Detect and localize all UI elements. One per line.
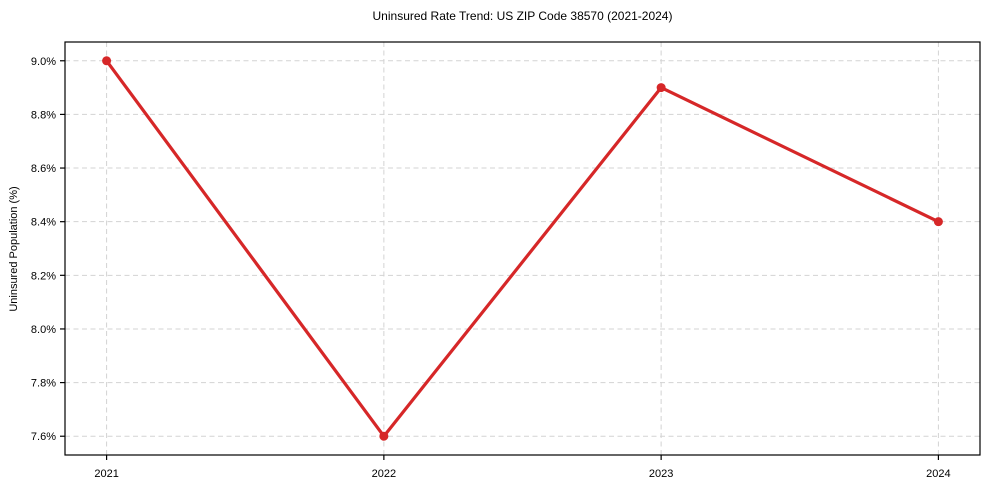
plot-border xyxy=(64,41,981,456)
data-point-2024 xyxy=(933,217,943,227)
y-tick-label: 8.2% xyxy=(31,270,56,282)
x-tick-label: 2023 xyxy=(649,468,673,480)
y-tick-label: 7.8% xyxy=(31,378,56,390)
data-point-2021 xyxy=(102,56,112,66)
x-tick-label: 2021 xyxy=(94,468,118,480)
y-tick-label: 7.6% xyxy=(31,431,56,443)
trend-line xyxy=(104,59,941,438)
y-tick-label: 8.0% xyxy=(31,324,56,336)
y-tick-label: 8.6% xyxy=(31,163,56,175)
y-tick-label: 9.0% xyxy=(31,56,56,68)
y-tick-label: 8.4% xyxy=(31,217,56,229)
data-point-2022 xyxy=(379,431,389,441)
x-tick-label: 2024 xyxy=(926,468,950,480)
y-axis-label: Uninsured Population (%) xyxy=(8,186,20,312)
data-point-2023 xyxy=(656,83,666,93)
y-tick-label: 8.8% xyxy=(31,109,56,121)
chart-title: Uninsured Rate Trend: US ZIP Code 38570 … xyxy=(372,9,673,23)
x-tick-label: 2022 xyxy=(372,468,396,480)
